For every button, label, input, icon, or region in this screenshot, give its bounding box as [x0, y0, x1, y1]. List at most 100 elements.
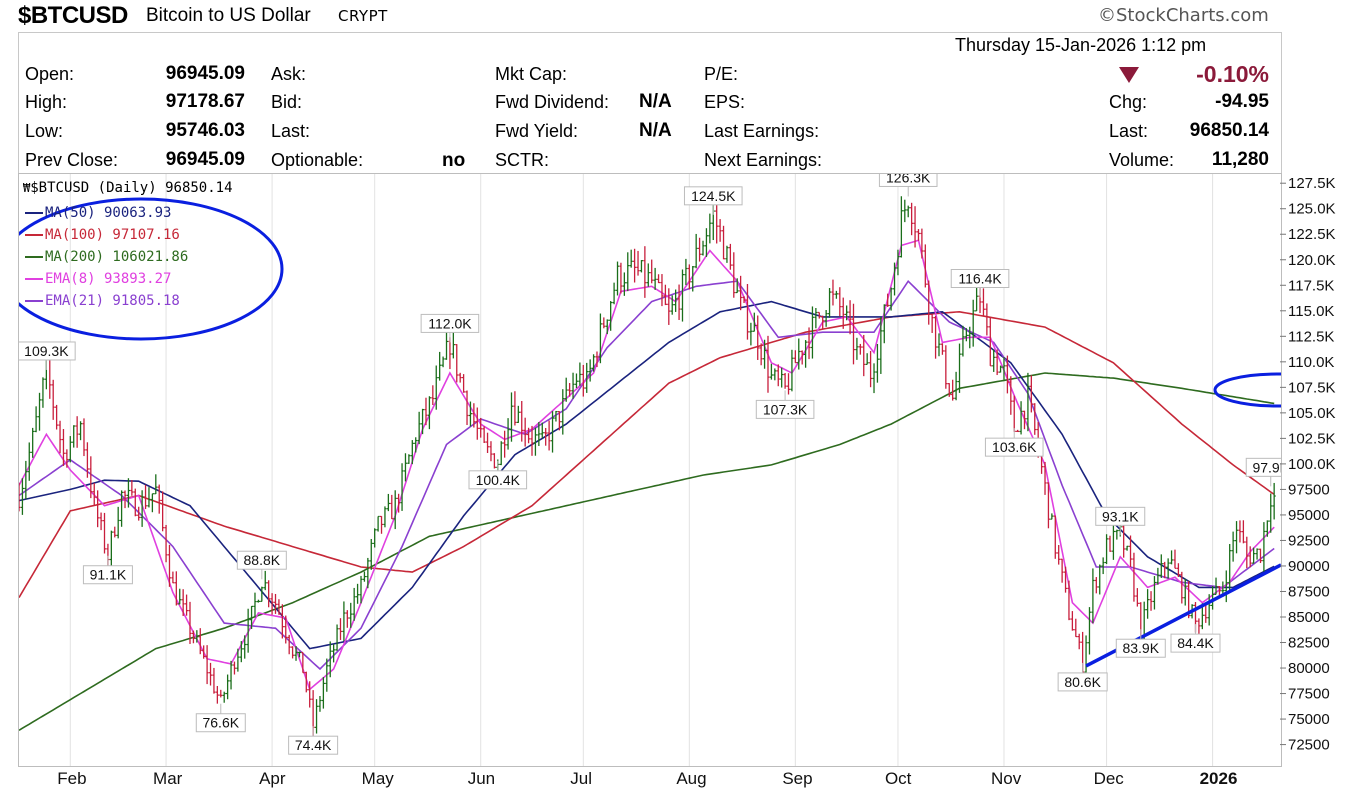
peak-label-box: [19, 341, 76, 361]
peak-labels: 109.3K 91.1K 88.8K 76.6K 74.4K 112.0K 100.4K 12…: [19, 174, 1281, 755]
bid-label: Bid:: [271, 92, 303, 112]
quote-panel: Thursday 15-Jan-2026 1:12 pm Open: 96945…: [18, 32, 1282, 173]
brand-logo[interactable]: ©StockCharts.com: [1098, 5, 1269, 26]
peak-label: 107.3K: [755, 390, 815, 419]
prev-close-label: Prev Close:: [25, 150, 119, 170]
y-tick-label: 115.0K: [1288, 303, 1334, 320]
peak-label-text: 126.3K: [886, 174, 931, 185]
peak-label-text: 100.4K: [476, 472, 521, 488]
symbol-title: $BTCUSD: [18, 2, 128, 29]
peak-label-box: [288, 735, 339, 755]
x-tick-label: May: [362, 769, 395, 788]
peak-label-text: 97.9K: [1252, 459, 1281, 475]
high-label: High:: [25, 92, 68, 112]
y-tick-label: 77500: [1288, 686, 1330, 703]
y-tick-label: 125.0K: [1288, 201, 1336, 218]
peak-label-text: 103.6K: [992, 439, 1037, 455]
legend-label: EMA(8) 93893.27: [45, 271, 172, 287]
peak-label: 91.1K: [82, 555, 133, 585]
legend-entry: MA(50) 90063.93: [25, 202, 188, 224]
ma200-highlight-ellipse: [1213, 372, 1281, 408]
peak-label: 116.4K: [950, 269, 1010, 298]
chart-type-icon: ₩: [23, 181, 31, 195]
price-bars: [19, 195, 1276, 738]
chart-title-text: $BTCUSD (Daily) 96850.14: [30, 180, 233, 196]
fwd-yield-label: Fwd Yield:: [495, 121, 579, 141]
x-tick-label: Mar: [153, 769, 183, 788]
y-tick-label: 75000: [1288, 711, 1330, 728]
legend-swatch: [25, 256, 43, 258]
peak-label-box: [468, 470, 528, 490]
legend-entry: EMA(21) 91805.18: [25, 290, 188, 312]
peak-label-box: [683, 186, 743, 206]
x-tick-label: Feb: [57, 769, 86, 788]
sctr-label: SCTR:: [495, 150, 549, 170]
user-annotations: [19, 197, 1281, 668]
down-triangle-icon: [1119, 67, 1139, 83]
y-axis: 127.5K 125.0K 122.5K 120.0K 117.5K 115.0K 112.…: [1280, 175, 1336, 754]
y-tick-label: 127.5K: [1288, 175, 1336, 192]
peak-label-box: [1170, 633, 1221, 653]
prev-close-value: 96945.09: [165, 149, 245, 170]
peak-label-text: 109.3K: [24, 343, 69, 359]
legend-entry: MA(200) 106021.86: [25, 246, 188, 268]
y-tick-label: 112.5K: [1288, 328, 1334, 345]
moving-averages: [19, 239, 1275, 731]
ema21-line: [19, 279, 1275, 671]
peak-label-box: [1095, 506, 1146, 526]
ask-label: Ask:: [271, 64, 307, 84]
y-tick-label: 90000: [1288, 558, 1330, 575]
y-tick-label: 72500: [1288, 737, 1330, 754]
peak-label-text: 116.4K: [958, 271, 1002, 287]
peak-label: 100.4K: [468, 460, 528, 490]
legend-entry: MA(100) 97107.16: [25, 224, 188, 246]
x-tick-label: Sep: [782, 769, 812, 788]
fwd-yield-value: N/A: [639, 120, 672, 141]
legend-label: MA(100) 97107.16: [45, 227, 180, 243]
x-tick-label: Jun: [468, 769, 495, 788]
optionable-value: no: [442, 150, 466, 171]
peak-label-box: [950, 269, 1010, 289]
x-axis: Feb Mar Apr May Jun Jul Aug Sep Oct Nov Dec 2026: [57, 769, 1237, 788]
optionable-label: Optionable:: [271, 150, 364, 170]
peak-label: 88.8K: [236, 550, 287, 580]
ma50-line: [19, 300, 1275, 650]
y-tick-label: 117.5K: [1288, 277, 1334, 294]
last-label: Last:: [1109, 121, 1149, 141]
x-tick-label: Aug: [676, 769, 706, 788]
volume-value: 11,280: [1211, 149, 1269, 170]
x-tick-label: Apr: [259, 769, 286, 788]
price-chart[interactable]: 109.3K 91.1K 88.8K 76.6K 74.4K 112.0K 100.4K 12…: [18, 173, 1282, 767]
y-tick-label: 97500: [1288, 481, 1330, 498]
peak-label-text: 83.9K: [1122, 640, 1159, 656]
chg-label: Chg:: [1109, 92, 1148, 112]
legend-label: MA(200) 106021.86: [45, 249, 189, 265]
peak-label-text: 80.6K: [1064, 674, 1101, 690]
chart-title: ₩$BTCUSD (Daily) 96850.14: [23, 180, 233, 196]
high-value: 97178.67: [165, 91, 245, 112]
fwd-dividend-value: N/A: [639, 91, 672, 112]
peak-label-box: [195, 713, 246, 733]
peak-label-box: [984, 437, 1044, 457]
legend-label: EMA(21) 91805.18: [45, 293, 180, 309]
peak-label-text: 93.1K: [1102, 508, 1139, 524]
peak-label-text: 74.4K: [295, 737, 332, 753]
peak-label: 74.4K: [288, 726, 339, 755]
chart-canvas[interactable]: 109.3K 91.1K 88.8K 76.6K 74.4K 112.0K 100.4K 12…: [19, 174, 1281, 766]
peak-label-box: [1115, 638, 1166, 658]
legend-label: MA(50) 90063.93: [45, 205, 172, 221]
x-tick-label: Oct: [885, 769, 912, 788]
peak-label: 83.9K: [1115, 629, 1166, 658]
y-tick-label: 122.5K: [1288, 226, 1336, 243]
y-tick-label: 87500: [1288, 583, 1330, 600]
x-tick-label: Nov: [991, 769, 1022, 788]
pct-change-value: -0.10%: [1196, 61, 1269, 87]
next-earnings-label: Next Earnings:: [704, 150, 823, 170]
peak-label: 112.0K: [420, 313, 480, 343]
y-tick-label: 120.0K: [1288, 252, 1336, 269]
y-tick-label: 92500: [1288, 532, 1330, 549]
peak-label: 126.3K: [878, 174, 938, 197]
mkt-cap-label: Mkt Cap:: [495, 64, 568, 84]
peak-label-text: 84.4K: [1177, 635, 1214, 651]
peak-label-box: [1057, 672, 1108, 692]
